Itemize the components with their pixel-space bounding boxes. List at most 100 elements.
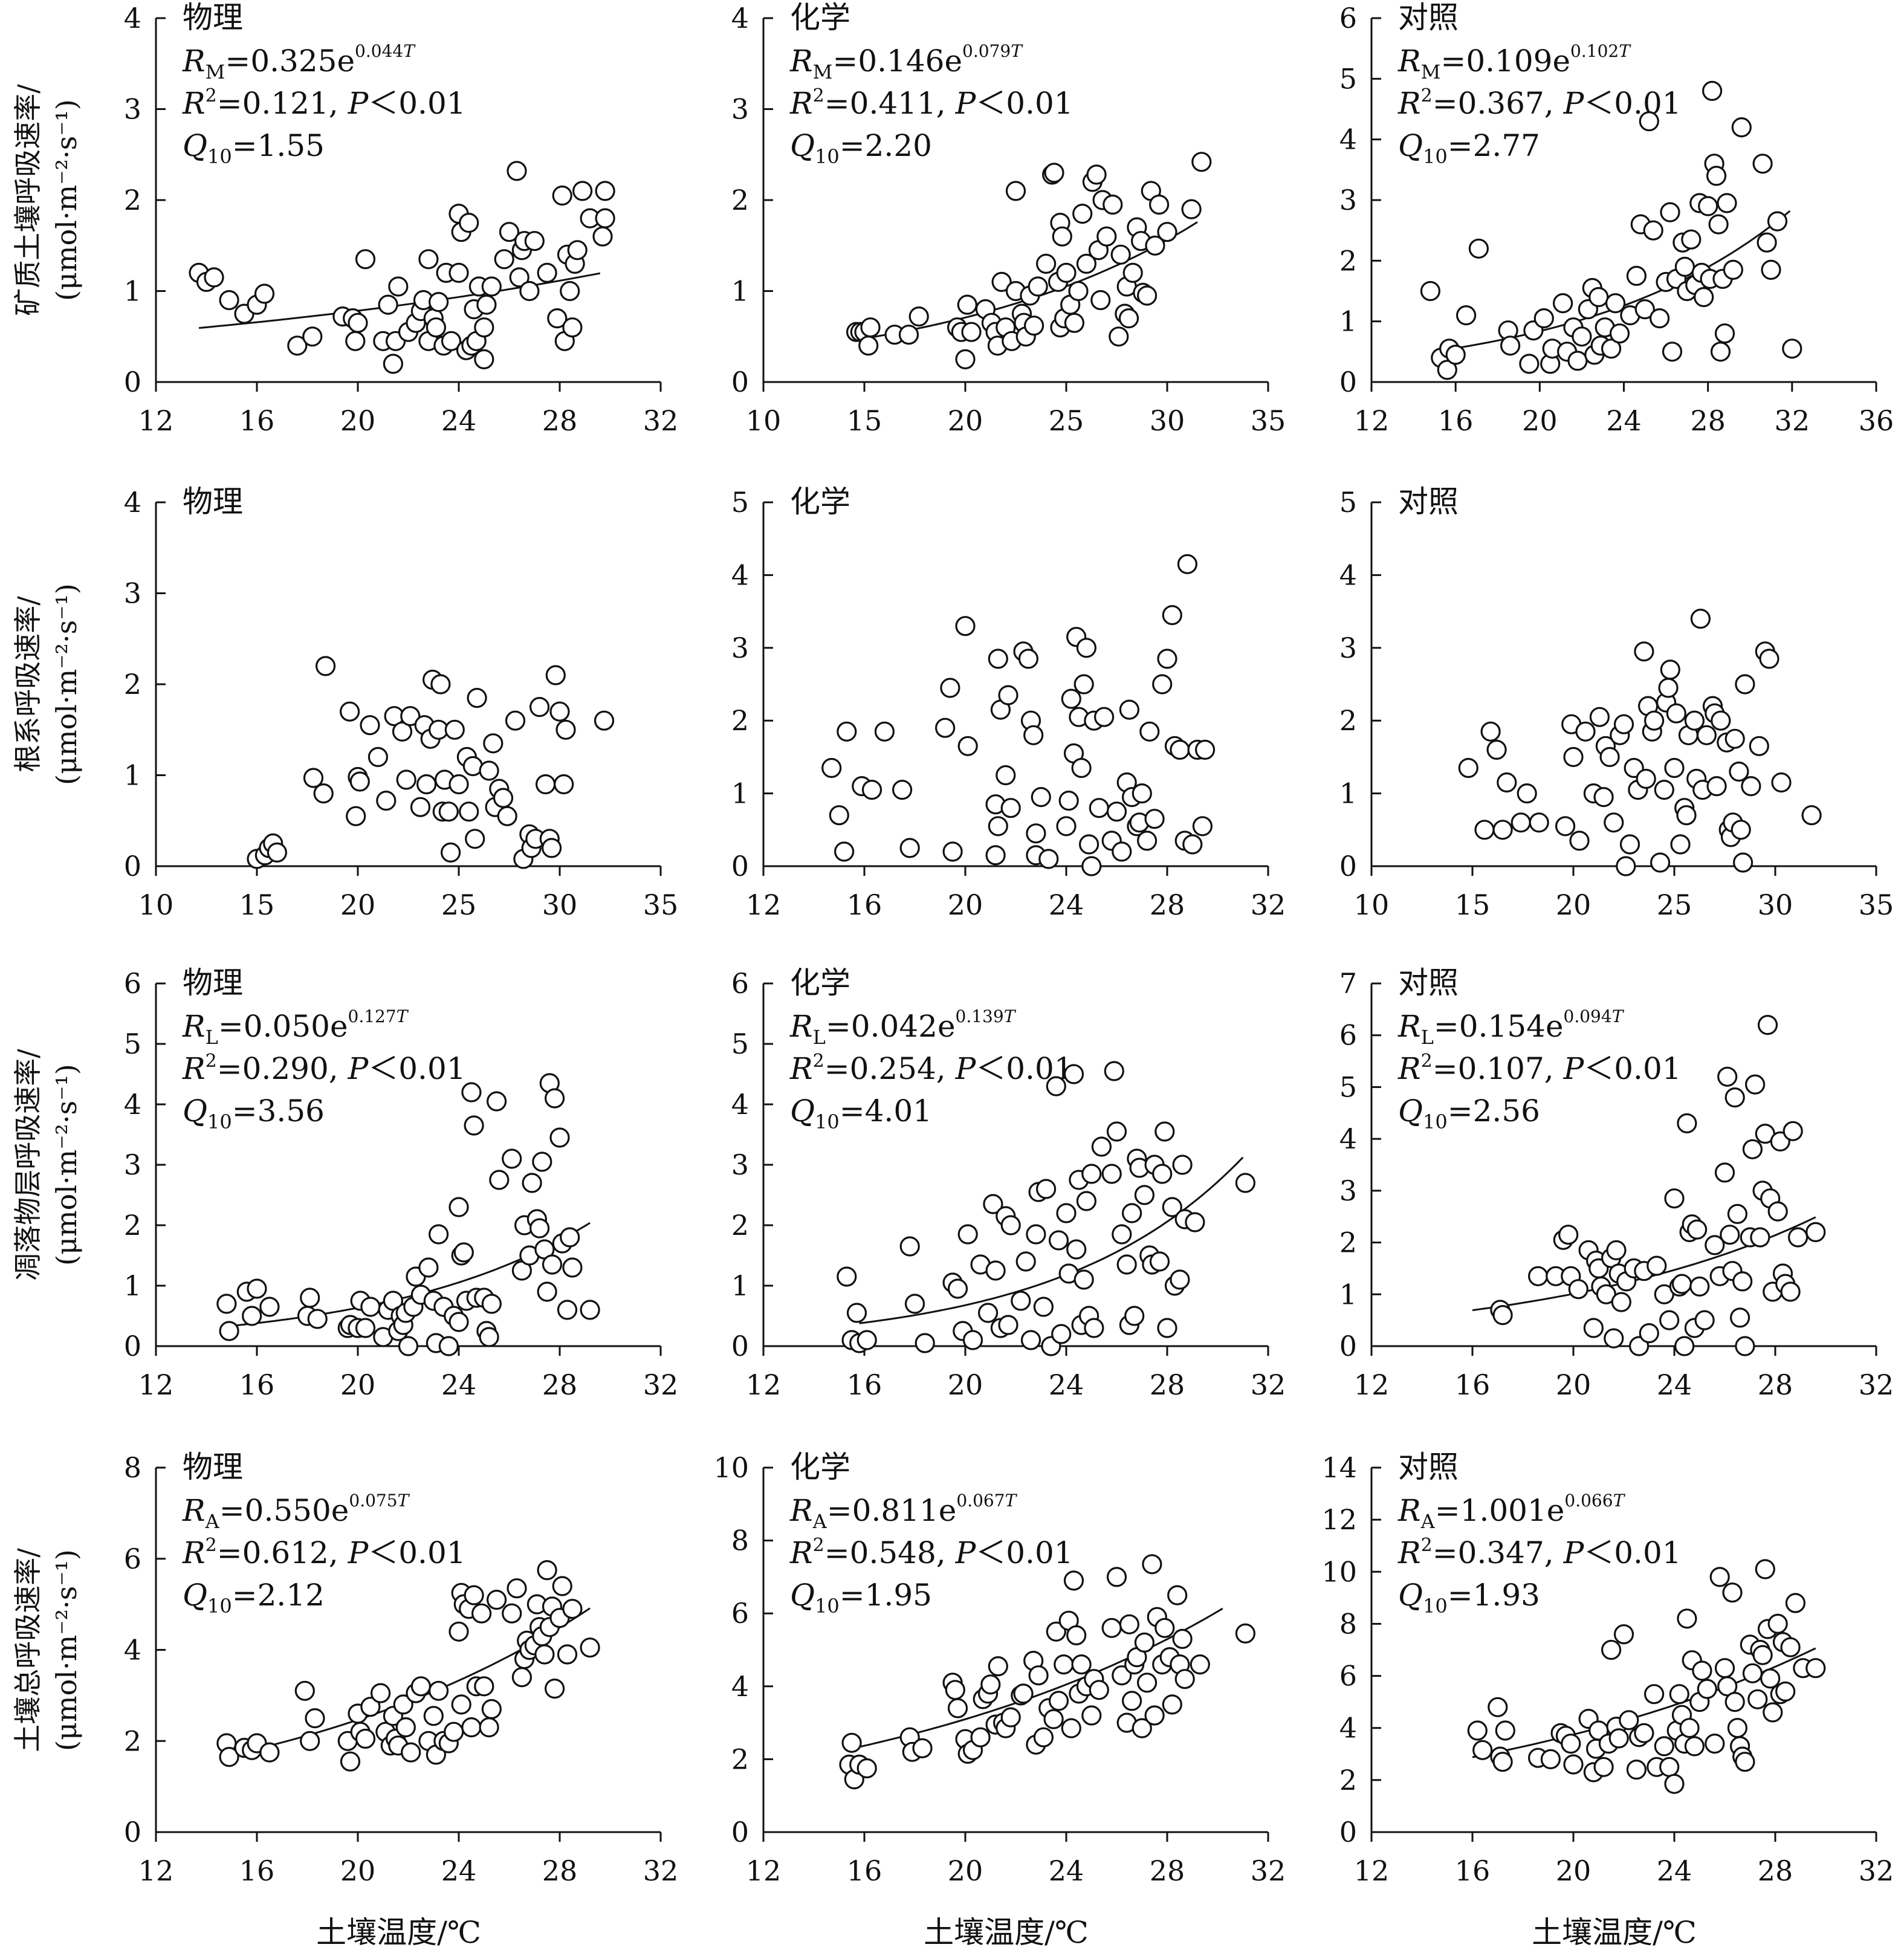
y-tick-label: 4: [1339, 559, 1357, 591]
data-point: [410, 797, 431, 817]
data-point: [1084, 1318, 1104, 1338]
data-point: [1033, 1297, 1054, 1317]
data-point: [545, 665, 566, 685]
data-point: [410, 1676, 432, 1697]
data-point: [459, 213, 479, 233]
data-point: [535, 774, 556, 795]
fit-equation: RL=0.042e0.139T: [789, 1006, 1017, 1049]
data-point: [1064, 313, 1085, 333]
data-point: [1015, 1251, 1036, 1272]
x-tick-label: 20: [340, 1854, 376, 1887]
data-point: [216, 1294, 237, 1314]
data-point: [1089, 798, 1109, 818]
x-tick-label: 12: [746, 1368, 782, 1401]
data-point: [1771, 772, 1792, 793]
y-tick-label: 1: [124, 1269, 141, 1302]
data-point: [355, 1728, 376, 1749]
data-point: [1052, 226, 1072, 247]
data-point: [1152, 1164, 1173, 1184]
x-tick-label: 20: [340, 1368, 376, 1401]
data-point: [448, 1621, 469, 1642]
data-point: [1714, 323, 1735, 344]
data-point: [1106, 802, 1127, 822]
data-point: [985, 845, 1006, 866]
data-point: [1634, 1723, 1654, 1743]
data-point: [961, 322, 982, 342]
x-tick-label: 15: [847, 404, 882, 437]
x-tick-label: 20: [1556, 1854, 1592, 1887]
data-point: [1445, 345, 1466, 365]
data-point: [560, 1227, 580, 1248]
data-point: [1122, 262, 1143, 283]
q10-text: Q10=1.95: [790, 1578, 932, 1618]
panel-title: 化学: [790, 1449, 850, 1485]
data-point: [1763, 1702, 1783, 1723]
data-point: [502, 1603, 522, 1624]
y-tick-label: 2: [731, 184, 749, 216]
y-tick-label: 7: [1339, 967, 1357, 1000]
data-point: [1118, 308, 1139, 329]
data-point: [474, 317, 494, 338]
x-tick-label: 12: [746, 889, 782, 921]
data-point: [1191, 152, 1212, 172]
r-squared-text: R2=0.548, P＜0.01: [789, 1535, 1073, 1570]
data-point: [1086, 164, 1107, 185]
data-point: [1066, 1239, 1087, 1260]
data-point: [1170, 739, 1190, 760]
data-point: [1157, 1318, 1177, 1338]
data-point: [908, 306, 929, 327]
x-tick-label: 36: [1859, 404, 1894, 437]
data-point: [1073, 1269, 1094, 1290]
data-point: [1194, 739, 1216, 760]
y-axis-title: 根系呼吸速率/: [11, 596, 44, 772]
data-point: [355, 1318, 376, 1338]
y-tick-label: 5: [1339, 62, 1357, 95]
data-point: [1714, 1658, 1735, 1679]
data-point: [562, 317, 583, 338]
data-point: [1705, 1734, 1725, 1754]
data-point: [1752, 154, 1773, 174]
y-tick-label: 4: [731, 2, 749, 34]
y-tick-label: 4: [124, 486, 141, 519]
data-point: [1071, 1654, 1092, 1675]
data-point: [1529, 812, 1549, 833]
y-tick-label: 0: [124, 850, 141, 883]
q10-text: Q10=3.56: [183, 1093, 325, 1133]
y-tick-label: 1: [1339, 1278, 1357, 1310]
data-point: [1073, 674, 1094, 695]
data-point: [1767, 1613, 1788, 1634]
data-point: [947, 1278, 968, 1299]
data-point: [1636, 768, 1656, 789]
data-point: [1142, 1554, 1162, 1575]
data-point: [219, 1321, 239, 1341]
data-point: [423, 1706, 444, 1726]
y-tick-label: 3: [124, 1148, 141, 1181]
data-point: [532, 1151, 552, 1172]
data-point: [448, 1312, 469, 1332]
data-point: [934, 717, 956, 738]
row-ylabel-3: 土壤总呼吸速率/(μmol·m⁻²·s⁻¹): [11, 1548, 83, 1752]
y-tick-label: 4: [1339, 123, 1357, 156]
q10-text: Q10=2.20: [790, 128, 932, 168]
data-point: [1172, 1155, 1193, 1175]
x-tick-label: 15: [1455, 889, 1491, 921]
data-point: [395, 1717, 416, 1738]
y-tick-label: 2: [1339, 244, 1357, 277]
y-axis-title: 土壤总呼吸速率/: [11, 1548, 44, 1752]
data-point: [1081, 856, 1102, 876]
data-point: [834, 841, 855, 862]
data-point: [1609, 323, 1630, 344]
data-point: [1553, 293, 1573, 314]
data-point: [988, 816, 1008, 837]
x-axis-title: 土壤温度/℃: [1532, 1915, 1697, 1950]
data-point: [537, 262, 557, 283]
data-point: [1708, 214, 1729, 235]
data-point: [464, 1115, 484, 1136]
data-point: [481, 1699, 502, 1720]
data-point: [1742, 1139, 1763, 1159]
data-point: [1662, 342, 1683, 362]
data-point: [1089, 1680, 1109, 1700]
data-point: [1023, 316, 1044, 336]
data-point: [1558, 1225, 1579, 1245]
